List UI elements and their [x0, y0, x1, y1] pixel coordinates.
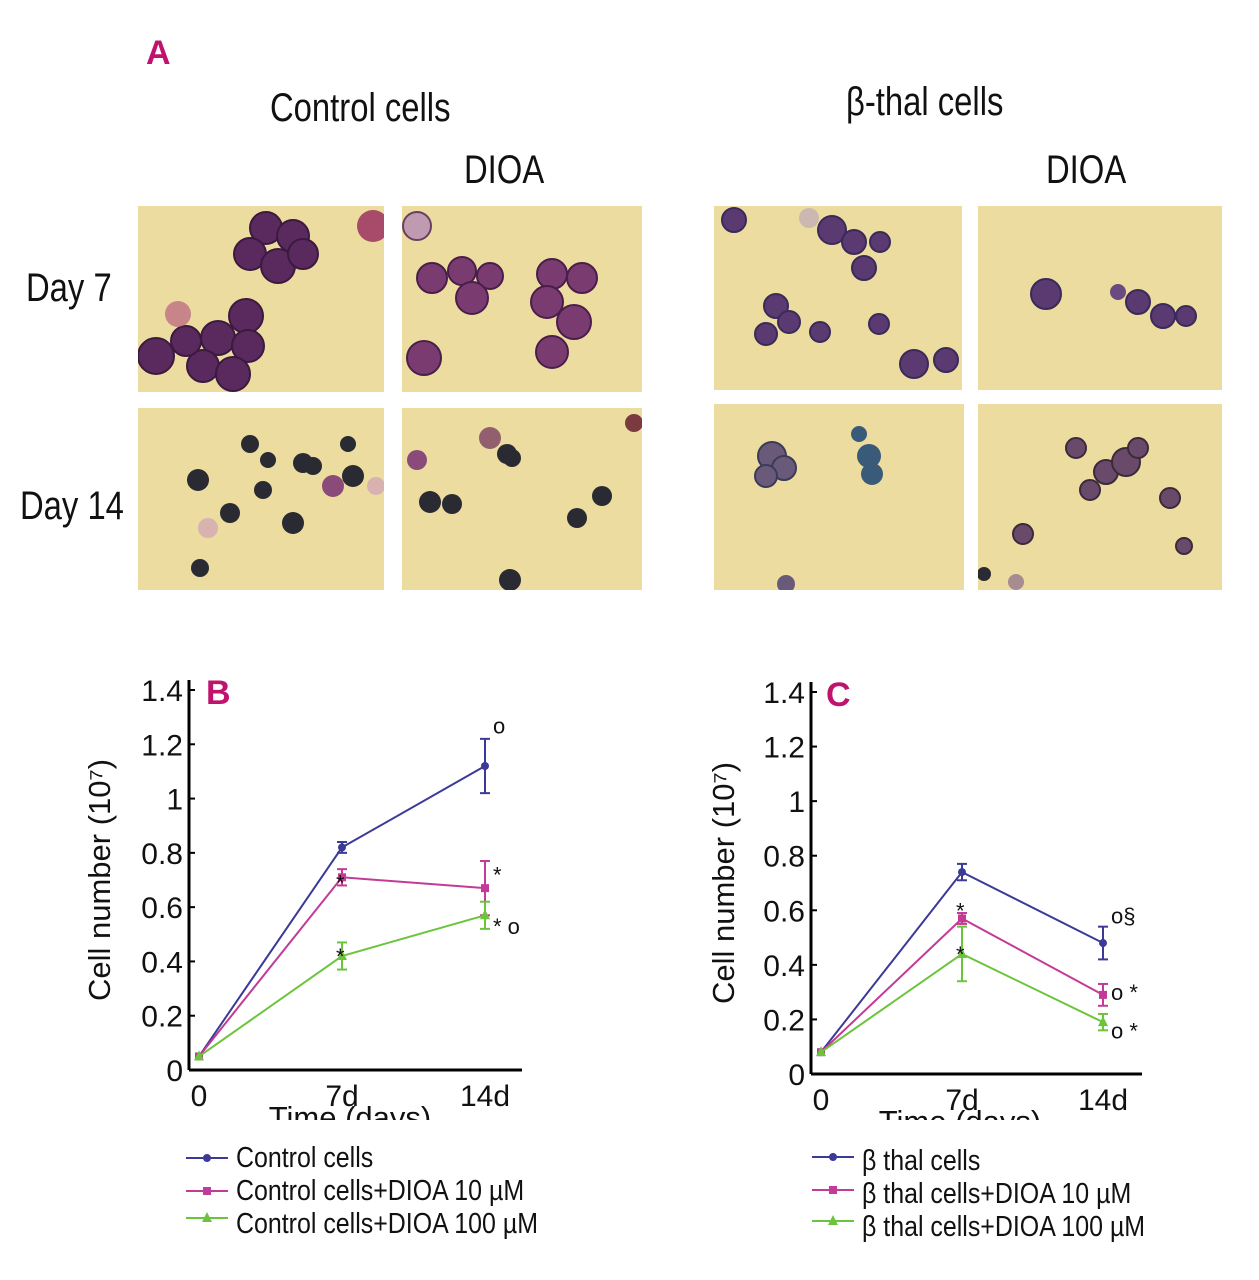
legend-b-label-3: Control cells+DIOA 100 µM [236, 1208, 539, 1240]
chart-c-ytick-label-5: 1 [788, 786, 805, 819]
legend-c-label-3: β thal cells+DIOA 100 µM [862, 1211, 1146, 1243]
panel-a-label: A [146, 34, 171, 72]
chart-b-ytick-label-6: 1.2 [141, 729, 183, 762]
chart-c-y-axis-label: Cell number (10⁷) [706, 762, 741, 1004]
chart-b-annotation-0: o [493, 713, 505, 738]
chart-b-ytick-label-7: 1.4 [141, 675, 183, 708]
chart-c-ytick-label-2: 0.4 [763, 950, 805, 983]
chart-c-annotation-4: * [956, 942, 965, 967]
legend-b-marker-1 [186, 1154, 228, 1162]
legend-c-label-1: β thal cells [862, 1145, 981, 1177]
chart-c-series-3-point-0 [816, 1046, 826, 1057]
chart-c-ytick-label-6: 1.2 [763, 732, 805, 765]
control-dioa-label: DIOA [464, 148, 545, 192]
chart-b-annotation-2: * [493, 863, 502, 888]
chart-b-xtick-label-2: 14d [460, 1080, 510, 1113]
micrograph-bthal-dioa-day14 [978, 404, 1222, 590]
chart-c-ytick-label-1: 0.2 [763, 1004, 805, 1037]
chart-b-xtick-label-0: 0 [191, 1080, 208, 1113]
chart-b-series-3-line [198, 914, 486, 1058]
micrograph-bthal-day7 [714, 206, 962, 390]
chart-c-series-3-point-1 [957, 947, 967, 958]
chart-b-series-3-point-0 [194, 1050, 204, 1061]
row-label-day7: Day 7 [26, 266, 112, 310]
chart-c-ytick-label-0: 0 [788, 1059, 805, 1092]
chart-c-panel-letter: C [826, 676, 851, 714]
legend-b-label-2: Control cells+DIOA 10 µM [236, 1175, 525, 1207]
legend-c-label-2: β thal cells+DIOA 10 µM [862, 1178, 1132, 1210]
chart-c-xtick-label-2: 14d [1078, 1084, 1128, 1117]
legend-b-marker-3 [186, 1212, 228, 1222]
chart-c-annotation-0: o§ [1111, 904, 1135, 929]
chart-b-series-1-point-1 [338, 843, 346, 852]
chart-c-series-2-point-2 [1099, 990, 1107, 999]
chart-b: B 0 0.2 0.4 0.6 0.8 1 1.2 1.4 0 7d 14d Time (days) Ce… [82, 674, 522, 1120]
bthal-cells-title: β-thal cells [846, 80, 1004, 124]
bthal-dioa-label: DIOA [1046, 148, 1127, 192]
chart-b-series-3-point-1 [337, 950, 347, 960]
legend-c-marker-2 [812, 1186, 854, 1194]
chart-b-ytick-label-5: 1 [166, 784, 183, 817]
chart-c-xtick-label-1: 7d [945, 1084, 978, 1117]
chart-b-ytick-label-2: 0.4 [141, 946, 183, 979]
chart-b-annotation-3: * o [493, 914, 520, 939]
legend-c-marker-1 [812, 1153, 854, 1161]
chart-b-annotation-4: * [336, 944, 345, 969]
chart-b-xtick-label-1: 7d [325, 1080, 358, 1113]
row-label-day14: Day 14 [20, 484, 124, 528]
micrograph-control-dioa-day14 [402, 408, 642, 590]
legend-b-label-1: Control cells [236, 1142, 374, 1174]
chart-c-series-1-point-2 [1099, 939, 1107, 948]
chart-b-x-axis-label: Time (days) [269, 1100, 431, 1120]
chart-b-series-1-point-2 [481, 762, 489, 770]
chart-c-annotation-2: o * [1111, 1018, 1138, 1043]
chart-c-ytick-label-3: 0.6 [763, 895, 805, 928]
chart-c-x-axis-label: Time (days) [879, 1104, 1041, 1120]
micrograph-bthal-dioa-day7 [978, 206, 1222, 390]
chart-c-ytick-label-4: 0.8 [763, 841, 805, 874]
chart-b-series-1-line [198, 765, 486, 1057]
chart-b-ytick-label-1: 0.2 [141, 1001, 183, 1034]
chart-b-y-axis-label: Cell number (10⁷) [82, 759, 117, 1001]
chart-c-ytick-label-7: 1.4 [763, 677, 805, 710]
chart-b-series-3-point-2 [480, 909, 490, 920]
legend-c-marker-3 [812, 1215, 854, 1225]
chart-c-xtick-label-0: 0 [813, 1084, 830, 1117]
chart-c-series-3-point-2 [1098, 1016, 1108, 1027]
control-cells-title: Control cells [270, 86, 451, 130]
chart-c-series-1-point-1 [958, 868, 966, 877]
chart-b-series-2-point-2 [481, 884, 489, 893]
chart-c-series-2-point-1 [958, 914, 966, 923]
chart-b-ytick-label-4: 0.8 [141, 838, 183, 871]
chart-c-annotation-3: * [956, 898, 965, 923]
chart-b-panel-letter: B [206, 674, 231, 712]
chart-b-ytick-label-3: 0.6 [141, 892, 183, 925]
chart-b-ytick-label-0: 0 [166, 1055, 183, 1088]
chart-c-annotation-1: o * [1111, 980, 1138, 1005]
chart-b-series-2-point-1 [338, 873, 346, 882]
micrograph-control-day14 [138, 408, 384, 590]
legend-b-marker-2 [186, 1187, 228, 1195]
micrograph-control-day7 [138, 206, 384, 392]
chart-c: C 0 0.2 0.4 0.6 0.8 1 1.2 1.4 0 7d 14d Time (days) Ce… [706, 676, 1142, 1120]
micrograph-bthal-day14 [714, 404, 964, 590]
micrograph-control-dioa-day7 [402, 206, 642, 392]
chart-b-annotation-1: * [336, 871, 345, 896]
